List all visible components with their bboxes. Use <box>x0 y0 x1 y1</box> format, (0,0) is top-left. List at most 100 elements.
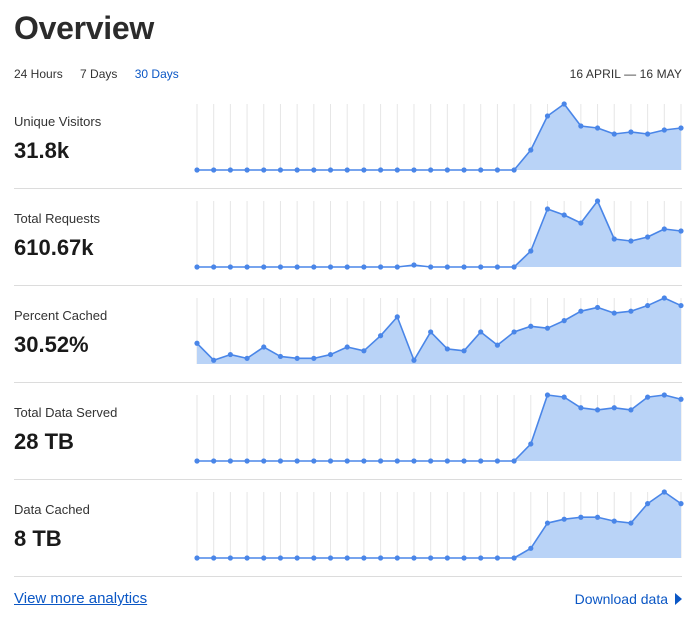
data-point <box>344 264 350 270</box>
data-point <box>578 123 584 129</box>
tab-24-hours[interactable]: 24 Hours <box>14 67 63 81</box>
data-point <box>311 167 317 173</box>
data-point <box>277 353 284 360</box>
data-point <box>494 167 501 173</box>
metric-row-unique-visitors: Unique Visitors 31.8k <box>14 92 684 189</box>
data-point <box>444 555 450 561</box>
metric-row-percent-cached: Percent Cached 30.52% <box>14 286 684 383</box>
data-point <box>361 264 367 270</box>
sparkline-total-data-served <box>194 392 684 464</box>
time-range-tabs: 24 Hours 7 Days 30 Days <box>14 67 193 81</box>
data-point <box>244 458 250 464</box>
data-point <box>411 262 417 268</box>
data-point <box>294 264 300 270</box>
data-point <box>428 329 434 335</box>
data-point <box>194 340 200 346</box>
data-point <box>377 458 384 464</box>
divider <box>14 285 682 286</box>
play-arrow-icon[interactable] <box>675 593 682 605</box>
data-point <box>244 355 250 361</box>
metric-row-total-data-served: Total Data Served 28 TB <box>14 383 684 480</box>
data-point <box>377 555 384 561</box>
data-point <box>444 346 450 352</box>
data-point <box>411 555 417 561</box>
series-area <box>197 201 681 267</box>
data-point <box>628 129 634 135</box>
data-point <box>311 264 317 270</box>
data-point <box>494 458 501 464</box>
data-point <box>594 304 601 311</box>
data-point <box>461 348 467 354</box>
data-point <box>628 520 634 526</box>
data-point <box>377 333 384 339</box>
data-point <box>561 101 567 107</box>
tab-7-days[interactable]: 7 Days <box>80 67 118 81</box>
data-point <box>544 325 551 331</box>
data-point <box>611 131 617 137</box>
data-point <box>194 167 200 173</box>
data-point <box>294 555 300 561</box>
data-point <box>394 555 400 561</box>
data-point <box>227 264 233 270</box>
data-point <box>394 264 400 270</box>
data-point <box>277 555 284 561</box>
data-point <box>344 555 350 561</box>
data-point <box>561 212 567 218</box>
data-point <box>361 348 367 354</box>
data-point <box>428 264 434 270</box>
data-point <box>678 228 684 234</box>
metric-value: 28 TB <box>14 429 74 454</box>
data-point <box>428 555 434 561</box>
data-point <box>361 167 367 173</box>
data-point <box>311 355 317 361</box>
divider <box>14 188 682 189</box>
sparkline-percent-cached <box>194 295 684 364</box>
data-point <box>611 236 617 242</box>
data-point <box>678 396 684 402</box>
download-data-button[interactable]: Download data <box>574 591 668 607</box>
data-point <box>678 501 684 507</box>
data-point <box>344 167 350 173</box>
data-point <box>344 458 350 464</box>
data-point <box>227 351 233 358</box>
data-point <box>511 555 517 561</box>
divider <box>14 479 682 480</box>
data-point <box>461 264 467 270</box>
data-point <box>611 405 617 411</box>
series-area <box>197 298 681 364</box>
metric-row-data-cached: Data Cached 8 TB <box>14 480 684 577</box>
series-line <box>197 491 682 559</box>
data-point <box>661 127 667 133</box>
data-point <box>578 308 584 314</box>
data-point <box>344 344 350 350</box>
sparkline-total-requests <box>194 198 684 270</box>
data-point <box>678 302 684 309</box>
data-point <box>661 226 667 232</box>
data-point <box>578 220 584 226</box>
page-title: Overview <box>14 10 154 46</box>
data-point <box>611 310 617 316</box>
data-point <box>244 555 250 561</box>
data-point <box>528 441 534 447</box>
view-more-analytics-link[interactable]: View more analytics <box>14 590 148 607</box>
data-point <box>594 198 601 204</box>
data-point <box>211 458 217 464</box>
series-line <box>197 200 682 268</box>
data-point <box>294 458 300 464</box>
tab-30-days[interactable]: 30 Days <box>134 67 179 81</box>
series-line <box>197 394 682 462</box>
data-point <box>478 555 484 561</box>
data-point <box>261 344 267 350</box>
data-point <box>528 323 534 329</box>
data-point <box>578 514 584 520</box>
data-point <box>628 407 634 413</box>
data-point <box>361 458 367 464</box>
data-point <box>494 555 501 561</box>
data-point <box>528 248 534 254</box>
data-point <box>194 264 200 270</box>
data-point <box>294 167 300 173</box>
metric-value: 8 TB <box>14 526 62 551</box>
data-point <box>444 264 450 270</box>
metric-value: 31.8k <box>14 138 70 163</box>
metric-label: Unique Visitors <box>14 114 102 129</box>
